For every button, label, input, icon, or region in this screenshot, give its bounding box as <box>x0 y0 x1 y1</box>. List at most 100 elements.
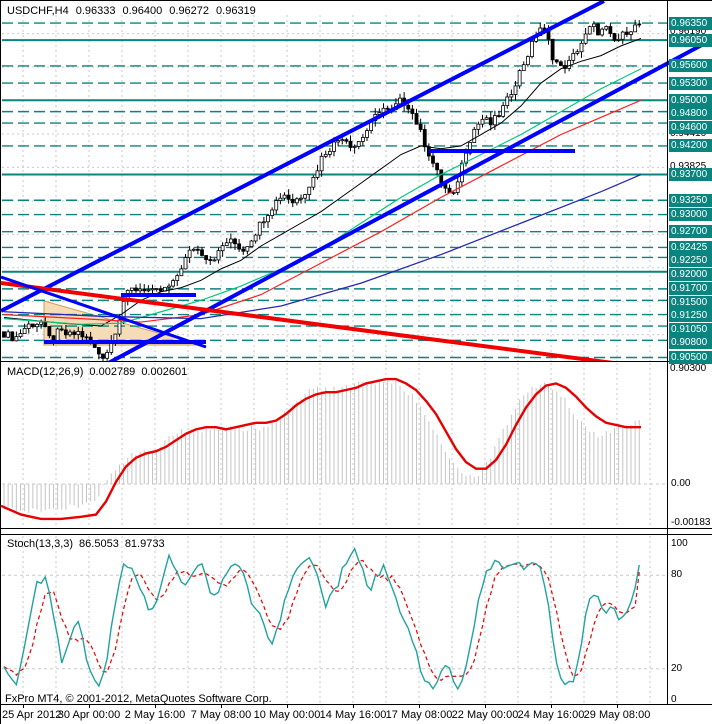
time-axis-label: 7 May 08:00 <box>190 709 252 721</box>
candle-body <box>530 41 534 58</box>
candle-body <box>567 59 572 69</box>
candle-body <box>179 268 184 277</box>
macd-main-value: 0.002789 <box>89 366 136 378</box>
ma-fast-black <box>3 37 642 327</box>
time-axis-tick <box>89 704 90 708</box>
stoch-panel-plot[interactable] <box>1 535 712 704</box>
channel-lower-blue-trendline <box>106 37 712 362</box>
candle-body <box>249 240 254 247</box>
candle-body <box>195 248 200 251</box>
candle-body <box>624 31 629 35</box>
candle-body <box>274 200 279 211</box>
descending-red-trendline <box>1 281 614 362</box>
time-axis-label: 24 May 16:00 <box>517 709 585 721</box>
candle-body <box>608 26 613 34</box>
candle-body <box>521 64 526 72</box>
stoch-k-line <box>3 546 640 691</box>
price-level-badge: 0.96350 <box>669 16 712 30</box>
macd-bottom-border <box>1 528 712 529</box>
channel-upper-blue-trendline <box>1 1 605 313</box>
candle-body <box>84 336 89 339</box>
time-axis-tick <box>287 704 288 708</box>
candle-body <box>228 238 233 244</box>
price-level-badge: 0.91250 <box>669 309 712 323</box>
candle-body <box>637 23 642 26</box>
candle-body <box>171 280 176 287</box>
splitter-macd-stoch[interactable] <box>1 529 712 534</box>
price-level-badge: 0.93700 <box>669 168 712 182</box>
candle-body <box>484 117 489 120</box>
candle-body <box>282 194 287 199</box>
candle-body <box>146 289 151 292</box>
candle-body <box>435 162 440 171</box>
candle-body <box>398 97 402 105</box>
candle-body <box>600 28 605 36</box>
price-level-badge: 0.94200 <box>669 139 712 153</box>
price-level-badge: 0.90500 <box>669 350 712 364</box>
candle-body <box>422 129 427 148</box>
price-level-badge: 0.91050 <box>669 322 712 336</box>
candle-body <box>59 328 64 331</box>
separator-main-macd[interactable] <box>1 361 712 362</box>
candle-body <box>464 152 468 164</box>
macd-signal-value: 0.002601 <box>141 366 188 378</box>
candle-body <box>150 288 155 291</box>
candle-body <box>43 321 48 327</box>
price-level-badge: 0.96050 <box>669 33 712 47</box>
candle-body <box>47 326 52 337</box>
candle-body <box>455 181 460 193</box>
candle-body <box>340 139 345 142</box>
candle-body <box>319 155 324 172</box>
price-level-badge: 0.90800 <box>669 336 712 350</box>
open-value: 0.96333 <box>75 5 116 17</box>
candle-body <box>571 53 576 61</box>
candle-body <box>583 33 588 44</box>
stoch-main-value: 86.5053 <box>79 538 119 550</box>
candle-body <box>204 255 209 260</box>
candle-body <box>233 238 237 245</box>
time-axis-label: 2 May 16:00 <box>124 709 186 721</box>
stoch-signal-value: 81.9733 <box>124 538 165 550</box>
candle-body <box>336 140 341 143</box>
candle-body <box>344 139 349 142</box>
candle-body <box>596 23 600 36</box>
candle-body <box>323 153 328 157</box>
candle-body <box>183 257 188 270</box>
macd-panel-plot[interactable] <box>1 362 712 529</box>
price-level-badge: 0.92425 <box>669 240 712 254</box>
price-level-badge: 0.95000 <box>669 93 712 107</box>
price-level-badge: 0.94800 <box>669 107 712 121</box>
main-chart-plot[interactable] <box>1 1 712 362</box>
candle-body <box>72 331 77 335</box>
macd-scale-zero: 0.00 <box>671 478 691 489</box>
candle-body <box>55 328 60 342</box>
candle-body <box>525 56 530 66</box>
candle-body <box>191 248 196 251</box>
candle-body <box>550 38 555 61</box>
high-value: 0.96400 <box>122 5 163 17</box>
price-level-badge: 0.95300 <box>669 76 712 90</box>
candle-body <box>101 353 105 359</box>
time-axis-label: 29 May 08:00 <box>583 709 651 721</box>
candle-body <box>294 198 299 204</box>
candle-body <box>513 85 518 95</box>
candle-body <box>105 352 110 359</box>
candle-body <box>356 141 361 147</box>
candle-body <box>257 221 262 236</box>
candle-body <box>26 323 31 329</box>
candle-body <box>134 287 138 292</box>
stoch-top-border <box>1 534 712 535</box>
candle-body <box>68 331 72 336</box>
candle-body <box>352 146 357 148</box>
time-axis-label: 22 May 00:00 <box>451 709 519 721</box>
candle-body <box>303 194 308 199</box>
time-axis-label: 25 Apr 2012 <box>2 709 62 721</box>
price-scale-grid-label: 0.90300 <box>670 362 712 375</box>
candle-body <box>167 285 171 288</box>
stoch-bottom-border <box>1 704 712 705</box>
candle-body <box>39 321 44 325</box>
stoch-scale-label: 0 <box>671 694 677 705</box>
chart-header: USDCHF,H4 0.96333 0.96400 0.96272 0.96319 <box>7 5 263 17</box>
candle-body <box>138 288 143 292</box>
